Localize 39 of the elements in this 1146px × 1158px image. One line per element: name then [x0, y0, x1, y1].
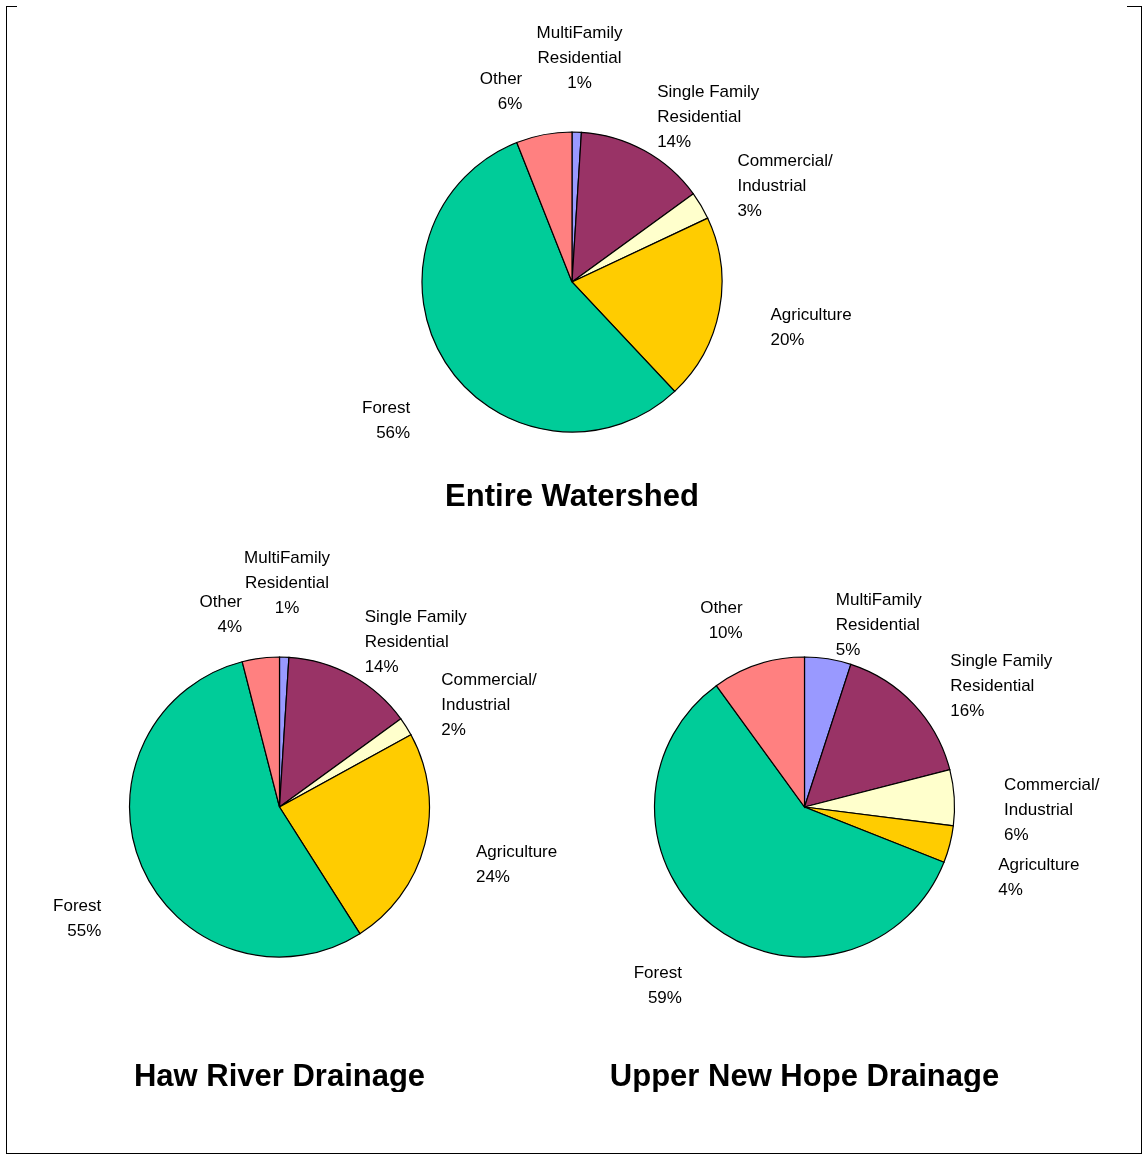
data-label: 4%: [217, 616, 243, 636]
text: Haw River Drainage: [133, 1058, 426, 1093]
data-label: 10%: [708, 622, 743, 642]
data-label: 59%: [647, 988, 682, 1008]
slice-label: Other: [700, 597, 744, 617]
data-label: 6%: [497, 94, 523, 114]
slice-label: Forest: [53, 895, 102, 915]
data-label: 3%: [737, 200, 762, 220]
data-label: 20%: [770, 330, 805, 350]
data-label: 6%: [1004, 825, 1029, 845]
data-label: 1%: [567, 73, 592, 93]
slice-label: Single Family Residential: [950, 651, 1053, 696]
data-label: 5%: [835, 640, 861, 660]
slice-label: Commercial/ Industrial: [441, 670, 537, 715]
data-label: 56%: [376, 422, 411, 442]
data-label: 14%: [657, 132, 692, 152]
slice-label: Agriculture: [475, 842, 558, 862]
slice-label: MultiFamily Residential: [835, 590, 923, 635]
slice-label: Forest: [633, 963, 683, 983]
slice-label: MultiFamily Residential: [244, 548, 331, 593]
text: Upper New Hope Drainage: [609, 1058, 1000, 1093]
data-label: 55%: [67, 920, 102, 940]
slice-label: Other: [479, 69, 523, 89]
data-label: 2%: [441, 720, 466, 740]
slice-label: Single Family Residential: [657, 82, 760, 127]
data-label: 14%: [364, 657, 399, 677]
data-label: 1%: [274, 598, 300, 618]
slice-label: MultiFamily Residential: [536, 23, 624, 68]
slice-label: Agriculture: [770, 305, 852, 325]
slice-label: Commercial/ Industrial: [1004, 775, 1100, 820]
data-label: 4%: [998, 879, 1023, 899]
slice-label: Other: [199, 591, 243, 611]
slice-label: Single Family Residential: [364, 607, 468, 652]
data-label: 24%: [475, 867, 510, 887]
text: Entire Watershed: [445, 478, 699, 513]
slice-label: Agriculture: [998, 854, 1080, 874]
data-label: 16%: [950, 701, 985, 721]
slice-label: Commercial/ Industrial: [737, 150, 834, 195]
slice-label: Forest: [362, 397, 411, 417]
